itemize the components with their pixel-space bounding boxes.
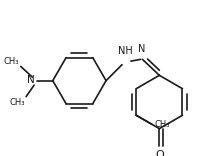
Text: CH₃: CH₃ xyxy=(154,120,170,129)
Text: NH: NH xyxy=(118,46,133,56)
Text: CH₃: CH₃ xyxy=(3,57,19,66)
Text: N: N xyxy=(138,44,145,54)
Text: CH₃: CH₃ xyxy=(10,98,25,107)
Text: O: O xyxy=(155,150,164,156)
Text: N: N xyxy=(27,75,35,85)
